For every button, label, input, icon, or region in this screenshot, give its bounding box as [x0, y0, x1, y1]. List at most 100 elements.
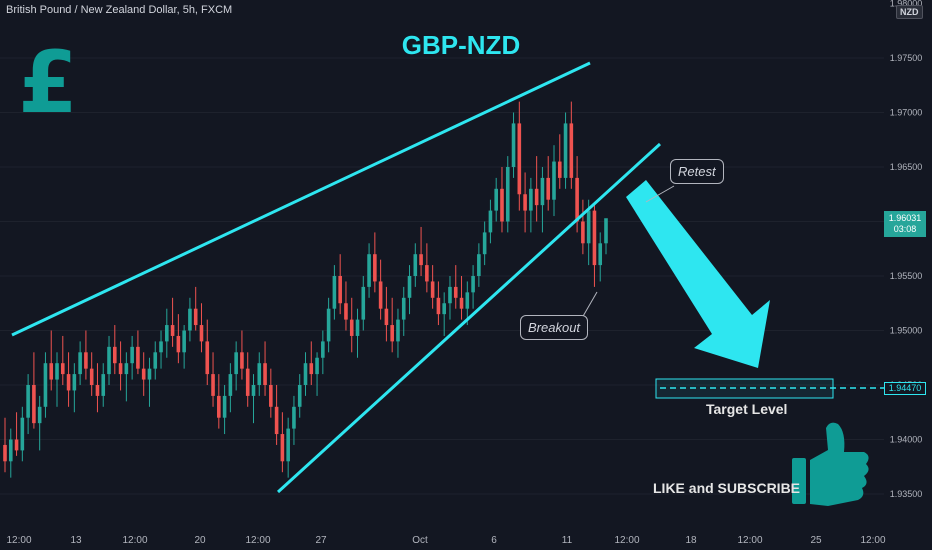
price-tick-label: 1.95500 [890, 271, 923, 281]
candle-series [3, 101, 608, 478]
last-price-tag: 1.96031 03:08 [884, 211, 926, 237]
candle-body [442, 303, 446, 315]
candle-body [523, 194, 527, 211]
price-axis: 1.980001.975001.970001.965001.960001.955… [890, 0, 923, 499]
candle-body [396, 319, 400, 342]
time-tick-label: 6 [491, 535, 497, 546]
retest-callout: Retest [670, 159, 724, 184]
candle-body [217, 395, 221, 418]
candle-body [563, 123, 568, 178]
candle-body [263, 363, 267, 385]
candle-body [482, 232, 487, 255]
candle-body [112, 346, 117, 364]
candle-body [575, 177, 579, 222]
time-tick-label: Oct [412, 535, 428, 546]
time-tick-label: 12:00 [737, 535, 762, 546]
candle-body [471, 276, 475, 293]
candle-body [390, 325, 394, 342]
candle-body [384, 308, 389, 326]
candle-body [147, 368, 152, 380]
candle-body [205, 341, 210, 375]
candle-body [14, 439, 19, 451]
candle-body [26, 385, 30, 418]
time-tick-label: 18 [685, 535, 697, 546]
candle-body [425, 265, 429, 282]
thumbs-up-icon [792, 422, 869, 506]
candle-body [89, 368, 94, 385]
candle-body [494, 188, 499, 211]
candle-body [66, 374, 71, 391]
time-tick-label: 20 [194, 535, 206, 546]
candle-body [361, 286, 366, 320]
time-tick-label: 12:00 [860, 535, 885, 546]
chart-grid [0, 57, 884, 495]
candle-body [326, 308, 331, 342]
symbol-header[interactable]: British Pound / New Zealand Dollar, 5h, … [6, 4, 233, 16]
target-price-tag: 1.94470 [884, 382, 926, 395]
candle-body [477, 254, 481, 276]
price-tick-label: 1.96500 [890, 162, 923, 172]
candle-body [407, 276, 412, 298]
candle-body [448, 286, 452, 304]
candle-body [401, 297, 406, 320]
time-tick-label: 12:00 [6, 535, 31, 546]
time-tick-label: 11 [562, 535, 573, 546]
candle-body [43, 363, 48, 407]
candle-body [540, 177, 545, 206]
candle-body [569, 123, 574, 178]
price-tick-label: 1.94000 [890, 435, 923, 445]
like-subscribe-label: LIKE and SUBSCRIBE [653, 480, 801, 496]
candle-body [60, 363, 65, 375]
candle-body [552, 161, 556, 200]
candle-body [274, 406, 279, 435]
candle-body [269, 385, 273, 407]
callout-pointers [581, 185, 675, 319]
pound-icon: £ [18, 33, 78, 133]
time-tick-label: 12:00 [245, 535, 270, 546]
candle-body [124, 363, 129, 375]
candle-body [251, 385, 256, 396]
candle-body [338, 276, 342, 304]
candle-body [297, 385, 302, 407]
candle-body [598, 243, 603, 266]
candle-body [315, 357, 319, 375]
candle-body [3, 444, 7, 462]
candle-body [280, 434, 285, 462]
candle-body [141, 368, 146, 380]
candle-body [373, 254, 377, 282]
candle-body [222, 395, 227, 418]
candle-body [292, 406, 296, 429]
time-tick-label: 12:00 [122, 535, 147, 546]
candle-body [546, 177, 551, 200]
candle-body [8, 439, 13, 462]
candle-body [604, 218, 608, 244]
candle-body [130, 346, 134, 364]
time-tick-label: 25 [810, 535, 822, 546]
candle-body [199, 325, 204, 342]
candle-body [303, 363, 308, 385]
currency-badge[interactable]: NZD [896, 5, 923, 19]
candle-body [182, 330, 186, 353]
price-tick-label: 1.97000 [890, 108, 923, 118]
time-tick-label: 12:00 [614, 535, 639, 546]
candle-body [176, 335, 181, 353]
candle-body [32, 385, 36, 424]
candle-body [534, 188, 539, 206]
last-price-value: 1.96031 [888, 213, 922, 223]
candle-body [49, 363, 54, 380]
candle-body [107, 346, 111, 375]
candle-body [465, 292, 470, 309]
candle-body [453, 286, 458, 298]
candle-body [419, 254, 423, 266]
candle-body [586, 210, 591, 244]
candle-body [505, 167, 510, 222]
upper-trendline [11, 61, 591, 337]
candle-body [37, 406, 42, 424]
time-tick-label: 13 [70, 535, 82, 546]
candle-body [488, 210, 493, 233]
candle-body [517, 123, 522, 195]
candle-body [581, 221, 585, 244]
candle-body [228, 374, 233, 396]
candle-body [78, 352, 82, 375]
